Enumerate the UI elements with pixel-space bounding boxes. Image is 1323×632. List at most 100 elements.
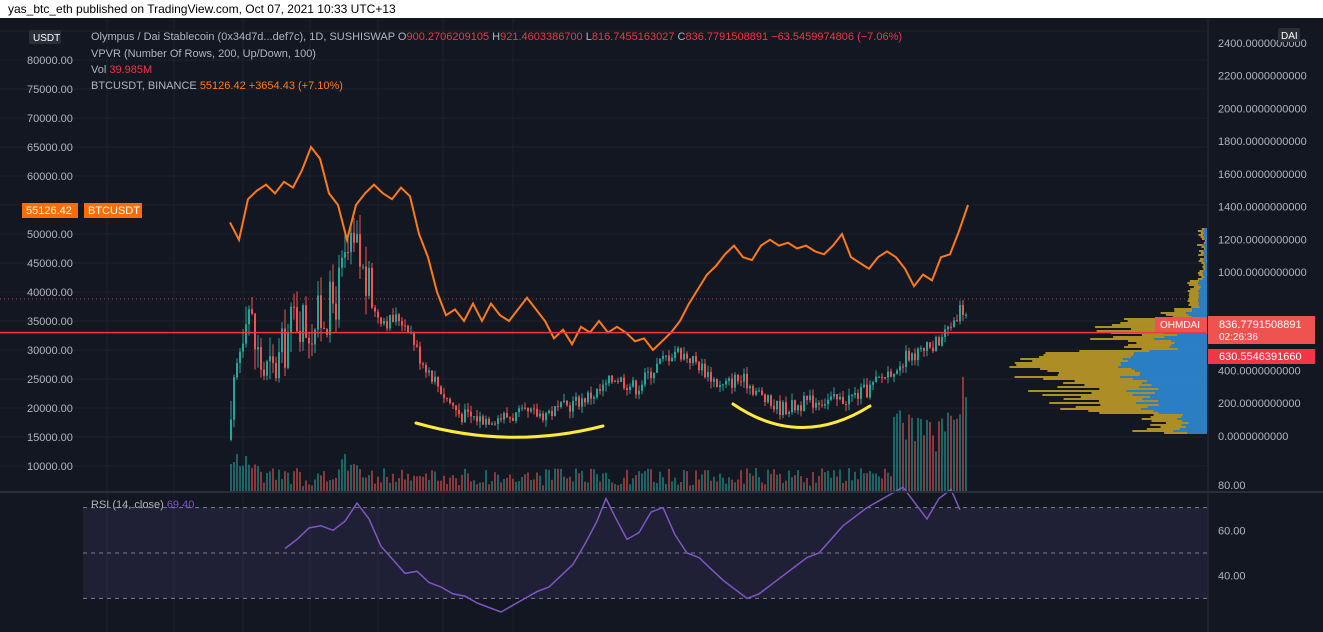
- vp-row-down: [1190, 288, 1200, 290]
- ohm-candle-body: [317, 295, 319, 330]
- volume-bar: [662, 477, 664, 492]
- ohm-candle-body: [293, 306, 295, 308]
- ohm-candle-body: [719, 385, 721, 387]
- vp-row-down: [1060, 408, 1141, 410]
- ohm-candle-body: [647, 371, 649, 373]
- volume-bar: [857, 479, 859, 492]
- vp-row-up: [1118, 366, 1207, 368]
- volume-bar: [419, 475, 421, 492]
- volume-bar: [788, 470, 790, 492]
- btc-axis-label: 10000.00: [27, 461, 73, 473]
- volume-bar: [935, 451, 937, 492]
- vp-row-up: [1203, 274, 1207, 276]
- rsi-guides: [83, 507, 1208, 599]
- volume-bar: [692, 484, 694, 492]
- btc-price-axis[interactable]: 80000.00 75000.00 70000.00 65000.00 60000.00…: [27, 55, 73, 473]
- ohm-candle-body: [815, 402, 817, 408]
- ohm-candle-body: [617, 380, 619, 382]
- rsi-line[interactable]: [284, 486, 961, 613]
- vp-row-up: [1204, 228, 1207, 230]
- ohm-candle-body: [812, 395, 814, 408]
- legend-vpvr[interactable]: VPVR (Number Of Rows, 200, Up/Down, 100): [91, 48, 316, 60]
- publish-text: yas_btc_eth published on TradingView.com…: [8, 2, 396, 16]
- ohm-candle-body: [542, 413, 544, 421]
- legend-ohm-name: Olympus / Dai Stablecoin (0x34d7d...def7…: [91, 31, 395, 43]
- legend-rsi[interactable]: RSI (14, close) 69.40: [91, 499, 194, 511]
- volume-bar: [473, 480, 475, 492]
- legend-ohm-open: 900.2706209105: [406, 31, 489, 43]
- ohm-candle-body: [383, 321, 385, 324]
- ohm-candle-body: [650, 371, 652, 379]
- ohm-candle-body: [671, 357, 673, 362]
- chart-canvas[interactable]: 80000.00 75000.00 70000.00 65000.00 60000.00…: [0, 18, 1323, 632]
- ohm-candle-body: [638, 390, 640, 395]
- volume-bar: [290, 484, 292, 492]
- ohm-candle-body: [683, 353, 685, 360]
- vp-row-down: [1047, 370, 1136, 372]
- volume-bar: [932, 435, 934, 492]
- volume-bar: [344, 454, 346, 492]
- ohm-candle-body: [320, 295, 322, 328]
- btc-axis-label: 15000.00: [27, 432, 73, 444]
- volume-bar: [710, 480, 712, 492]
- vp-row-up: [1142, 382, 1207, 384]
- ohm-candle-body: [245, 324, 247, 344]
- vp-row-down: [1198, 234, 1204, 236]
- ohm-candle-body: [623, 377, 625, 389]
- right-scale-badge[interactable]: DAI: [1281, 31, 1298, 42]
- legend-btc[interactable]: BTCUSDT, BINANCE 55126.42 +3654.43 (+7.1…: [91, 80, 343, 92]
- left-scale-badge[interactable]: USDT: [33, 33, 60, 44]
- volume-bar: [323, 471, 325, 492]
- volume-bar: [545, 469, 547, 492]
- volume-bar: [674, 477, 676, 492]
- ohm-candle-body: [455, 405, 457, 411]
- volume-bar: [299, 471, 301, 492]
- right-scale-badge-bg[interactable]: [1278, 28, 1300, 42]
- volume-bar: [254, 464, 256, 492]
- btc-line[interactable]: [229, 144, 969, 352]
- volume-bar: [470, 481, 472, 492]
- ohm-candle-body: [851, 394, 853, 396]
- legend-ohm[interactable]: Olympus / Dai Stablecoin (0x34d7d...def7…: [91, 31, 902, 43]
- ohm-candle-body: [659, 358, 661, 364]
- vp-row-down: [1165, 314, 1189, 316]
- ohm-candle-body: [611, 375, 613, 382]
- vp-row-down: [1202, 266, 1205, 268]
- ohm-candle-body: [656, 363, 658, 373]
- volume-bar: [794, 475, 796, 492]
- volume-bar: [524, 474, 526, 492]
- left-scale-badge-bg[interactable]: [29, 30, 61, 44]
- vp-row-up: [1158, 412, 1207, 414]
- vp-row-down: [1058, 372, 1141, 374]
- volume-bar: [758, 477, 760, 492]
- ohm-candle-body: [302, 305, 304, 342]
- ohm-candle-body: [347, 252, 349, 254]
- legend-ohm-high: 921.4603386700: [500, 31, 583, 43]
- vp-row-up: [1198, 300, 1207, 302]
- vp-row-down: [1188, 304, 1199, 306]
- volume-bar: [707, 470, 709, 492]
- vp-row-down: [1074, 380, 1148, 382]
- volume-bar: [848, 468, 850, 492]
- ohm-price-axis[interactable]: 2600.00000000002400.00000000002200.00000…: [1207, 18, 1307, 632]
- vp-row-up: [1198, 290, 1207, 292]
- volume-bar: [602, 473, 604, 492]
- rsi-axis[interactable]: 80.00 60.00 40.00: [1218, 480, 1246, 583]
- volume-bar: [734, 482, 736, 492]
- vp-row-up: [1199, 288, 1207, 290]
- volume-bar: [317, 473, 319, 492]
- ohm-candle-body: [332, 281, 334, 304]
- volume-bar: [407, 473, 409, 492]
- ohm-candle-body: [842, 396, 844, 405]
- vp-row-down: [1141, 348, 1178, 350]
- vp-row-up: [1198, 298, 1207, 300]
- volume-bar: [782, 482, 784, 492]
- volume-bar: [548, 469, 550, 492]
- legend-volume[interactable]: Vol 39.985M: [91, 64, 152, 76]
- vp-row-down: [1009, 366, 1119, 368]
- volume-bar: [680, 482, 682, 492]
- ohm-candle-body: [281, 328, 283, 353]
- vp-row-down: [1203, 264, 1206, 266]
- vp-row-up: [1142, 398, 1207, 400]
- vp-row-down: [1045, 352, 1135, 354]
